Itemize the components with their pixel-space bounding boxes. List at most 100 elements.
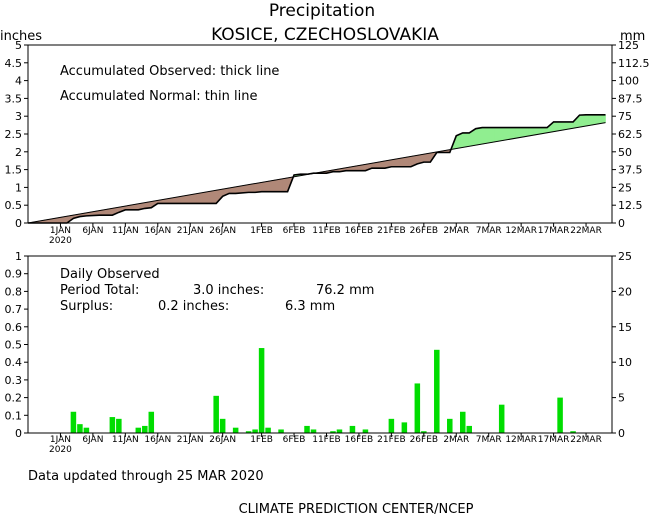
daily-bar: [265, 427, 271, 433]
x-tick-label: 7MAR: [476, 435, 502, 445]
y-tick-label: 0: [15, 217, 22, 230]
y2-tick-label: 15: [618, 321, 632, 334]
y2-tick-label: 0: [618, 217, 625, 230]
period-total-inches: 3.0 inches:: [193, 283, 264, 298]
y2-tick-label: 87.5: [618, 92, 643, 105]
daily-bar: [434, 349, 440, 433]
difference-fill: [603, 114, 606, 124]
surplus-inches: 0.2 inches:: [158, 299, 229, 314]
x-tick-label: 16FEB: [345, 226, 374, 236]
daily-bar: [362, 429, 369, 433]
x-tick-label: 21JAN: [177, 435, 204, 445]
period-total-mm: 76.2 mm: [316, 283, 374, 298]
x-tick-label: 12MAR: [505, 435, 537, 445]
y2-tick-label: 5: [618, 392, 625, 405]
daily-bar: [447, 418, 453, 433]
y-tick-label: 0.5: [5, 339, 23, 352]
x-tick-label: 6FEB: [283, 226, 306, 236]
x-tick-label: 11FEB: [312, 435, 341, 445]
x-tick-label: 22MAR: [570, 226, 602, 236]
daily-bar: [135, 427, 142, 433]
y-tick-label: 5: [15, 39, 22, 52]
x-tick-label: 26FEB: [410, 226, 439, 236]
daily-panel: 00.10.20.30.40.50.60.70.80.9105101520251…: [5, 250, 633, 455]
daily-bar: [557, 397, 563, 433]
daily-bar: [219, 418, 226, 433]
x-tick-label: 22MAR: [570, 435, 602, 445]
y-tick-label: 3.5: [5, 92, 23, 105]
x-tick-label: 16FEB: [345, 435, 374, 445]
daily-bar: [232, 427, 239, 433]
daily-bar: [109, 417, 116, 433]
y-tick-label: 0.9: [5, 268, 23, 281]
daily-bar: [83, 427, 90, 433]
y2-tick-label: 100: [618, 75, 639, 88]
y2-tick-label: 12.5: [618, 199, 643, 212]
x-tick-label: 2MAR: [443, 435, 469, 445]
accumulated-plot-area: [27, 113, 606, 224]
y-tick-label: 0: [15, 427, 22, 440]
x-tick-label: 21FEB: [377, 226, 406, 236]
x-tick-label: 11FEB: [312, 226, 341, 236]
daily-plot-area: [70, 348, 576, 433]
daily-bar: [498, 404, 505, 433]
y-tick-label: 1: [15, 250, 22, 263]
daily-observed-title: Daily Observed: [60, 267, 160, 282]
daily-bar: [401, 422, 408, 433]
credit-line: CLIMATE PREDICTION CENTER/NCEP: [239, 502, 474, 517]
daily-axes: 00.10.20.30.40.50.60.70.80.9105101520251…: [5, 250, 633, 455]
daily-bar: [330, 431, 336, 433]
left-unit-label: inches: [0, 29, 42, 44]
x-tick-label: 16JAN: [144, 435, 171, 445]
y-tick-label: 4: [15, 75, 22, 88]
x-tick-label: 11JAN: [112, 226, 139, 236]
x-tick-label: 21FEB: [377, 435, 406, 445]
daily-bar: [349, 425, 356, 433]
y2-tick-label: 25: [618, 250, 632, 263]
x-tick-label: 17MAR: [538, 435, 570, 445]
daily-bar: [278, 429, 284, 433]
right-unit-label: mm: [620, 29, 645, 44]
daily-bar: [570, 431, 576, 433]
y2-tick-label: 10: [618, 356, 632, 369]
x-tick-label: 6JAN: [82, 226, 103, 236]
daily-bar: [459, 411, 466, 433]
chart-title: Precipitation: [269, 1, 375, 21]
daily-bar: [336, 429, 343, 433]
y2-tick-label: 75: [618, 110, 632, 123]
daily-bar: [77, 424, 83, 433]
chart-subtitle: KOSICE, CZECHOSLOVAKIA: [211, 25, 439, 45]
normal-legend-note: Accumulated Normal: thin line: [60, 89, 258, 104]
daily-bar: [310, 429, 317, 433]
y-tick-label: 1.5: [5, 164, 23, 177]
y-tick-label: 0.8: [5, 285, 23, 298]
y-tick-label: 0.5: [5, 199, 23, 212]
daily-bar: [304, 425, 310, 433]
y2-tick-label: 25: [618, 181, 632, 194]
x-tick-label: 12MAR: [505, 226, 537, 236]
daily-bar: [258, 348, 265, 433]
daily-bar: [116, 418, 122, 433]
daily-bar: [421, 431, 427, 433]
x-tick-label: 11JAN: [112, 435, 139, 445]
x-tick-label: 1JAN: [50, 435, 71, 445]
daily-bar: [414, 383, 421, 433]
accumulated-panel: 00.511.522.533.544.55012.52537.55062.575…: [5, 39, 650, 246]
x-tick-label: 26FEB: [410, 435, 439, 445]
x-tick-label: 7MAR: [476, 226, 502, 236]
y2-tick-label: 37.5: [618, 164, 643, 177]
y-tick-label: 0.1: [5, 409, 23, 422]
daily-bar: [213, 395, 219, 433]
x-tick-label: 6FEB: [283, 435, 306, 445]
y2-tick-label: 50: [618, 146, 632, 159]
x-tick-label: 1JAN: [50, 226, 71, 236]
y2-tick-label: 0: [618, 427, 625, 440]
surplus-label: Surplus:: [60, 299, 113, 314]
surplus-mm: 6.3 mm: [285, 299, 335, 314]
x-tick-label: 6JAN: [82, 435, 103, 445]
daily-bar: [70, 411, 77, 433]
y2-tick-label: 20: [618, 285, 632, 298]
y-tick-label: 1: [15, 181, 22, 194]
y-tick-label: 0.4: [5, 356, 23, 369]
x-tick-label: 21JAN: [177, 226, 204, 236]
